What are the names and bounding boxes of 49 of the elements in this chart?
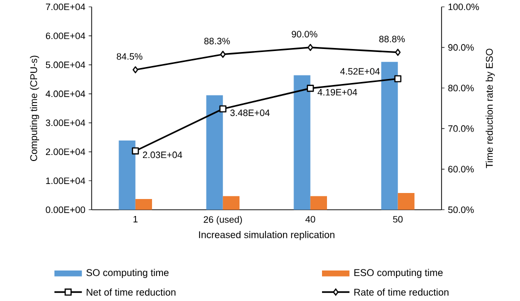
bar xyxy=(381,62,398,210)
data-label: 84.5% xyxy=(116,53,142,60)
data-label: 2.03E+04 xyxy=(142,152,182,158)
y-tick-label: 7.00E+04 xyxy=(46,4,86,10)
point xyxy=(306,84,314,92)
legend-label: Net of time reduction xyxy=(86,288,176,296)
point xyxy=(132,66,138,74)
y2-tick-label: 60.0% xyxy=(448,166,474,173)
point xyxy=(220,50,226,58)
y2-tick-label: 50.0% xyxy=(448,206,474,214)
y2-tick-label: 90.0% xyxy=(448,44,474,51)
y-tick-label: 1.00E+04 xyxy=(46,178,86,184)
data-label: 88.3% xyxy=(204,38,230,44)
y-tick-label: 5.00E+04 xyxy=(46,62,86,68)
data-label: 3.48E+04 xyxy=(230,110,270,116)
data-label: 90.0% xyxy=(292,30,318,38)
bar xyxy=(398,192,414,210)
data-label: 4.19E+04 xyxy=(318,88,358,96)
bar xyxy=(118,140,136,210)
y-tick-label: 2.00E+04 xyxy=(46,148,86,156)
x-tick-label: 40 xyxy=(305,216,316,223)
data-label: 4.52E+04 xyxy=(340,68,380,75)
bar xyxy=(135,199,152,210)
bar xyxy=(206,95,223,210)
point xyxy=(394,75,402,82)
y2-axis-title: Time reduction rate by ESO xyxy=(486,48,495,168)
y-axis-title: Computing time (CPU-s) xyxy=(30,56,40,162)
data-label: 88.8% xyxy=(379,36,405,42)
y-tick-label: 4.00E+04 xyxy=(46,90,86,98)
bar xyxy=(222,196,240,210)
y-tick-label: 6.00E+04 xyxy=(46,32,86,40)
x-tick-label: 26 (used) xyxy=(204,216,242,225)
y2-tick-label: 70.0% xyxy=(448,125,474,132)
legend-label: Rate of time reduction xyxy=(354,288,448,296)
point xyxy=(219,105,226,112)
y2-tick-label: 80.0% xyxy=(448,84,474,92)
legend-label: ESO computing time xyxy=(354,268,443,278)
bar xyxy=(310,196,327,210)
x-axis-title: Increased simulation replication xyxy=(199,231,334,240)
y2-tick-label: 100.0% xyxy=(448,4,479,10)
point xyxy=(308,44,314,52)
bar xyxy=(294,75,310,210)
x-tick-label: 50 xyxy=(393,216,403,223)
x-tick-label: 1 xyxy=(134,216,138,222)
point xyxy=(395,48,401,56)
y-tick-label: 3.00E+04 xyxy=(46,120,86,126)
point xyxy=(132,147,139,154)
legend-label: SO computing time xyxy=(86,268,169,278)
y-tick-label: 0.00E+00 xyxy=(46,206,86,214)
